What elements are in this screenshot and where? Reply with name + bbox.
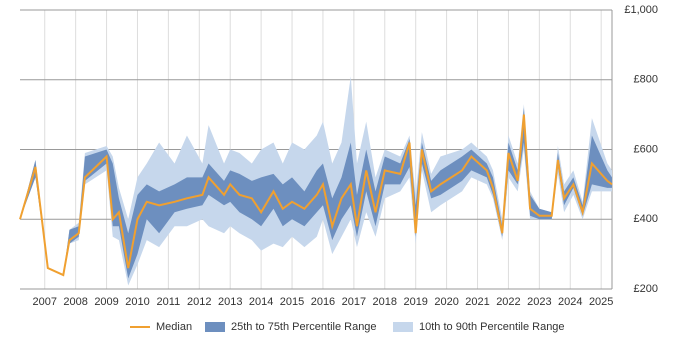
- y-tick-label: £200: [634, 283, 658, 295]
- median-line: [19, 114, 613, 277]
- y-tick-label: £600: [634, 143, 658, 155]
- x-tick-label: 2012: [187, 296, 211, 308]
- x-tick-label: 2022: [496, 296, 520, 308]
- x-tick-label: 2010: [125, 296, 149, 308]
- x-tick-label: 2017: [342, 296, 366, 308]
- x-tick-label: 2018: [373, 296, 397, 308]
- x-tick-label: 2009: [94, 296, 118, 308]
- legend-label: 25th to 75th Percentile Range: [231, 321, 377, 333]
- x-tick-label: 2020: [434, 296, 458, 308]
- percentile-band: [20, 107, 612, 279]
- legend-label: Median: [156, 321, 192, 333]
- x-tick-label: 2007: [32, 296, 56, 308]
- x-tick-label: 2024: [558, 296, 582, 308]
- x-tick-label: 2023: [527, 296, 551, 308]
- y-tick-label: £1,000: [624, 4, 658, 16]
- x-tick-label: 2015: [280, 296, 304, 308]
- x-tick-label: 2011: [157, 296, 181, 308]
- x-tick-label: 2019: [403, 296, 427, 308]
- x-tick-label: 2025: [589, 296, 613, 308]
- y-tick-label: £800: [634, 74, 658, 86]
- x-tick-label: 2016: [311, 296, 335, 308]
- x-tick-label: 2013: [218, 296, 242, 308]
- x-tick-label: 2014: [249, 296, 273, 308]
- x-tick-label: 2021: [465, 296, 489, 308]
- y-tick-label: £400: [634, 213, 658, 225]
- legend-swatch: [205, 322, 225, 332]
- legend-label: 10th to 90th Percentile Range: [419, 321, 565, 333]
- legend-swatch: [393, 322, 413, 332]
- x-tick-label: 2008: [63, 296, 87, 308]
